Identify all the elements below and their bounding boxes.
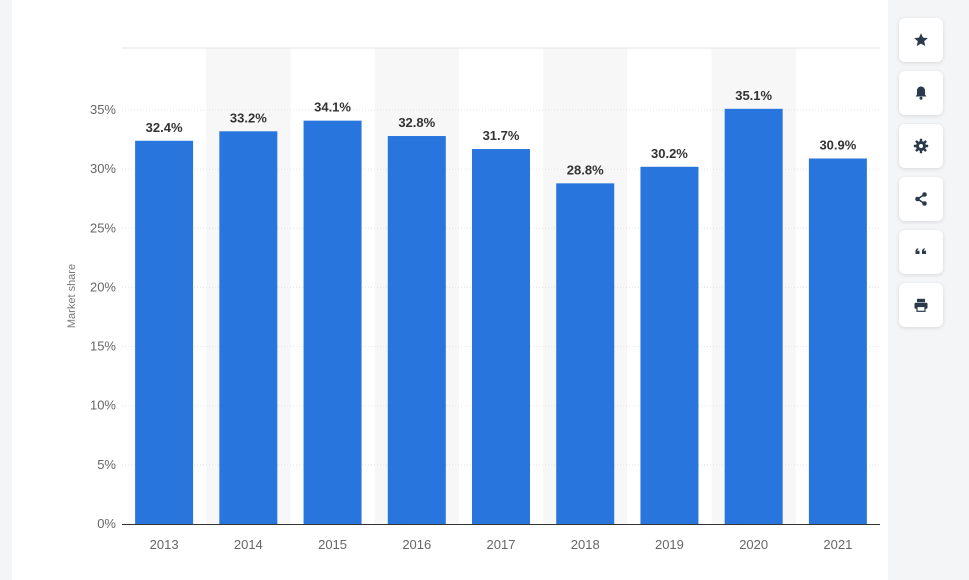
star-icon	[914, 33, 928, 46]
data-labels: 32.4% 33.2% 34.1% 32.8% 31.7% 28.8% 30.2% 35.1%…	[146, 88, 857, 178]
bar-2014[interactable]	[219, 131, 278, 524]
data-label-2016: 32.8%	[398, 115, 435, 130]
bars	[135, 108, 867, 525]
quote-icon	[915, 248, 926, 254]
x-tick-label-2018: 2018	[571, 537, 600, 552]
print-button[interactable]	[899, 283, 943, 327]
y-tick-label: 25%	[90, 220, 116, 235]
x-tick-label-2017: 2017	[487, 537, 516, 552]
share-icon	[915, 192, 927, 206]
bar-2016[interactable]	[387, 136, 446, 524]
y-tick-labels: 0% 5% 10% 15% 20% 25% 30% 35%	[90, 102, 116, 531]
y-tick-label: 5%	[97, 457, 116, 472]
bar-chart: 32.4% 33.2% 34.1% 32.8% 31.7% 28.8% 30.2% 35.1%…	[66, 47, 880, 552]
y-tick-label: 10%	[90, 398, 116, 413]
favorite-button[interactable]	[899, 18, 943, 62]
x-tick-label-2021: 2021	[823, 537, 852, 552]
data-label-2021: 30.9%	[819, 137, 856, 152]
y-tick-label: 20%	[90, 279, 116, 294]
x-tick-labels: 2013 2014 2015 2016 2017 2018 2019 2020 2021	[150, 537, 853, 552]
data-label-2018: 28.8%	[567, 162, 604, 177]
print-icon	[914, 298, 928, 312]
y-axis-label: Market share	[66, 264, 78, 328]
chart-card: 32.4% 33.2% 34.1% 32.8% 31.7% 28.8% 30.2% 35.1%…	[12, 0, 888, 580]
chart-toolbar	[899, 18, 943, 327]
y-tick-label: 35%	[90, 102, 116, 117]
x-tick-label-2013: 2013	[150, 537, 179, 552]
cite-button[interactable]	[899, 230, 943, 274]
data-label-2014: 33.2%	[230, 110, 267, 125]
data-label-2013: 32.4%	[146, 120, 183, 135]
data-label-2020: 35.1%	[735, 88, 772, 103]
settings-button[interactable]	[899, 124, 943, 168]
bar-2019[interactable]	[640, 166, 699, 524]
x-tick-label-2015: 2015	[318, 537, 347, 552]
gear-icon	[913, 138, 929, 154]
bar-2013[interactable]	[135, 140, 194, 525]
data-label-2017: 31.7%	[483, 128, 520, 143]
bar-2015[interactable]	[303, 120, 362, 524]
y-tick-label: 30%	[90, 161, 116, 176]
bar-2020[interactable]	[724, 108, 783, 525]
bar-2021[interactable]	[808, 158, 867, 525]
notification-button[interactable]	[899, 71, 943, 115]
x-tick-label-2019: 2019	[655, 537, 684, 552]
share-button[interactable]	[899, 177, 943, 221]
bar-2018[interactable]	[556, 183, 615, 524]
x-tick-label-2014: 2014	[234, 537, 263, 552]
x-tick-label-2016: 2016	[402, 537, 431, 552]
data-label-2019: 30.2%	[651, 146, 688, 161]
y-tick-label: 15%	[90, 339, 116, 354]
bell-icon	[915, 86, 927, 100]
bar-2017[interactable]	[472, 149, 530, 524]
y-tick-label: 0%	[97, 516, 116, 531]
x-tick-label-2020: 2020	[739, 537, 768, 552]
data-label-2015: 34.1%	[314, 100, 351, 115]
